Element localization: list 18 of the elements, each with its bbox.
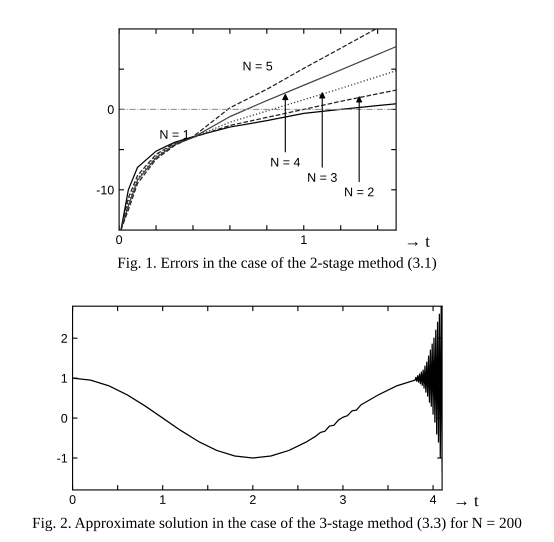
annotation: N = 4 bbox=[271, 158, 300, 166]
caption: Fig. 1. Errors in the case of the 2-stage method (3.1) bbox=[118, 256, 436, 271]
caption: Fig. 2. Approximate solution in the case of the 3-stage method (3.3) for N = 200 bbox=[32, 517, 522, 532]
x-tick-label: 1 bbox=[160, 495, 166, 504]
y-tick-label: 1 bbox=[62, 374, 68, 383]
series-label: N = 5 bbox=[244, 62, 272, 71]
y-tick-label: -10 bbox=[96, 186, 114, 194]
x-axis-title: → t bbox=[456, 496, 479, 506]
x-tick-label: 3 bbox=[340, 495, 346, 504]
x-tick-label: 0 bbox=[70, 495, 76, 504]
x-tick-label: 4 bbox=[430, 495, 436, 504]
annotation: N = 3 bbox=[308, 173, 337, 182]
x-axis-title: → t bbox=[408, 237, 430, 247]
x-tick-label: 2 bbox=[250, 495, 256, 504]
y-tick-label: -1 bbox=[57, 454, 68, 463]
y-tick-label: 0 bbox=[61, 414, 68, 423]
annotation: N = 2 bbox=[345, 188, 374, 196]
y-tick-label: 2 bbox=[61, 334, 68, 343]
